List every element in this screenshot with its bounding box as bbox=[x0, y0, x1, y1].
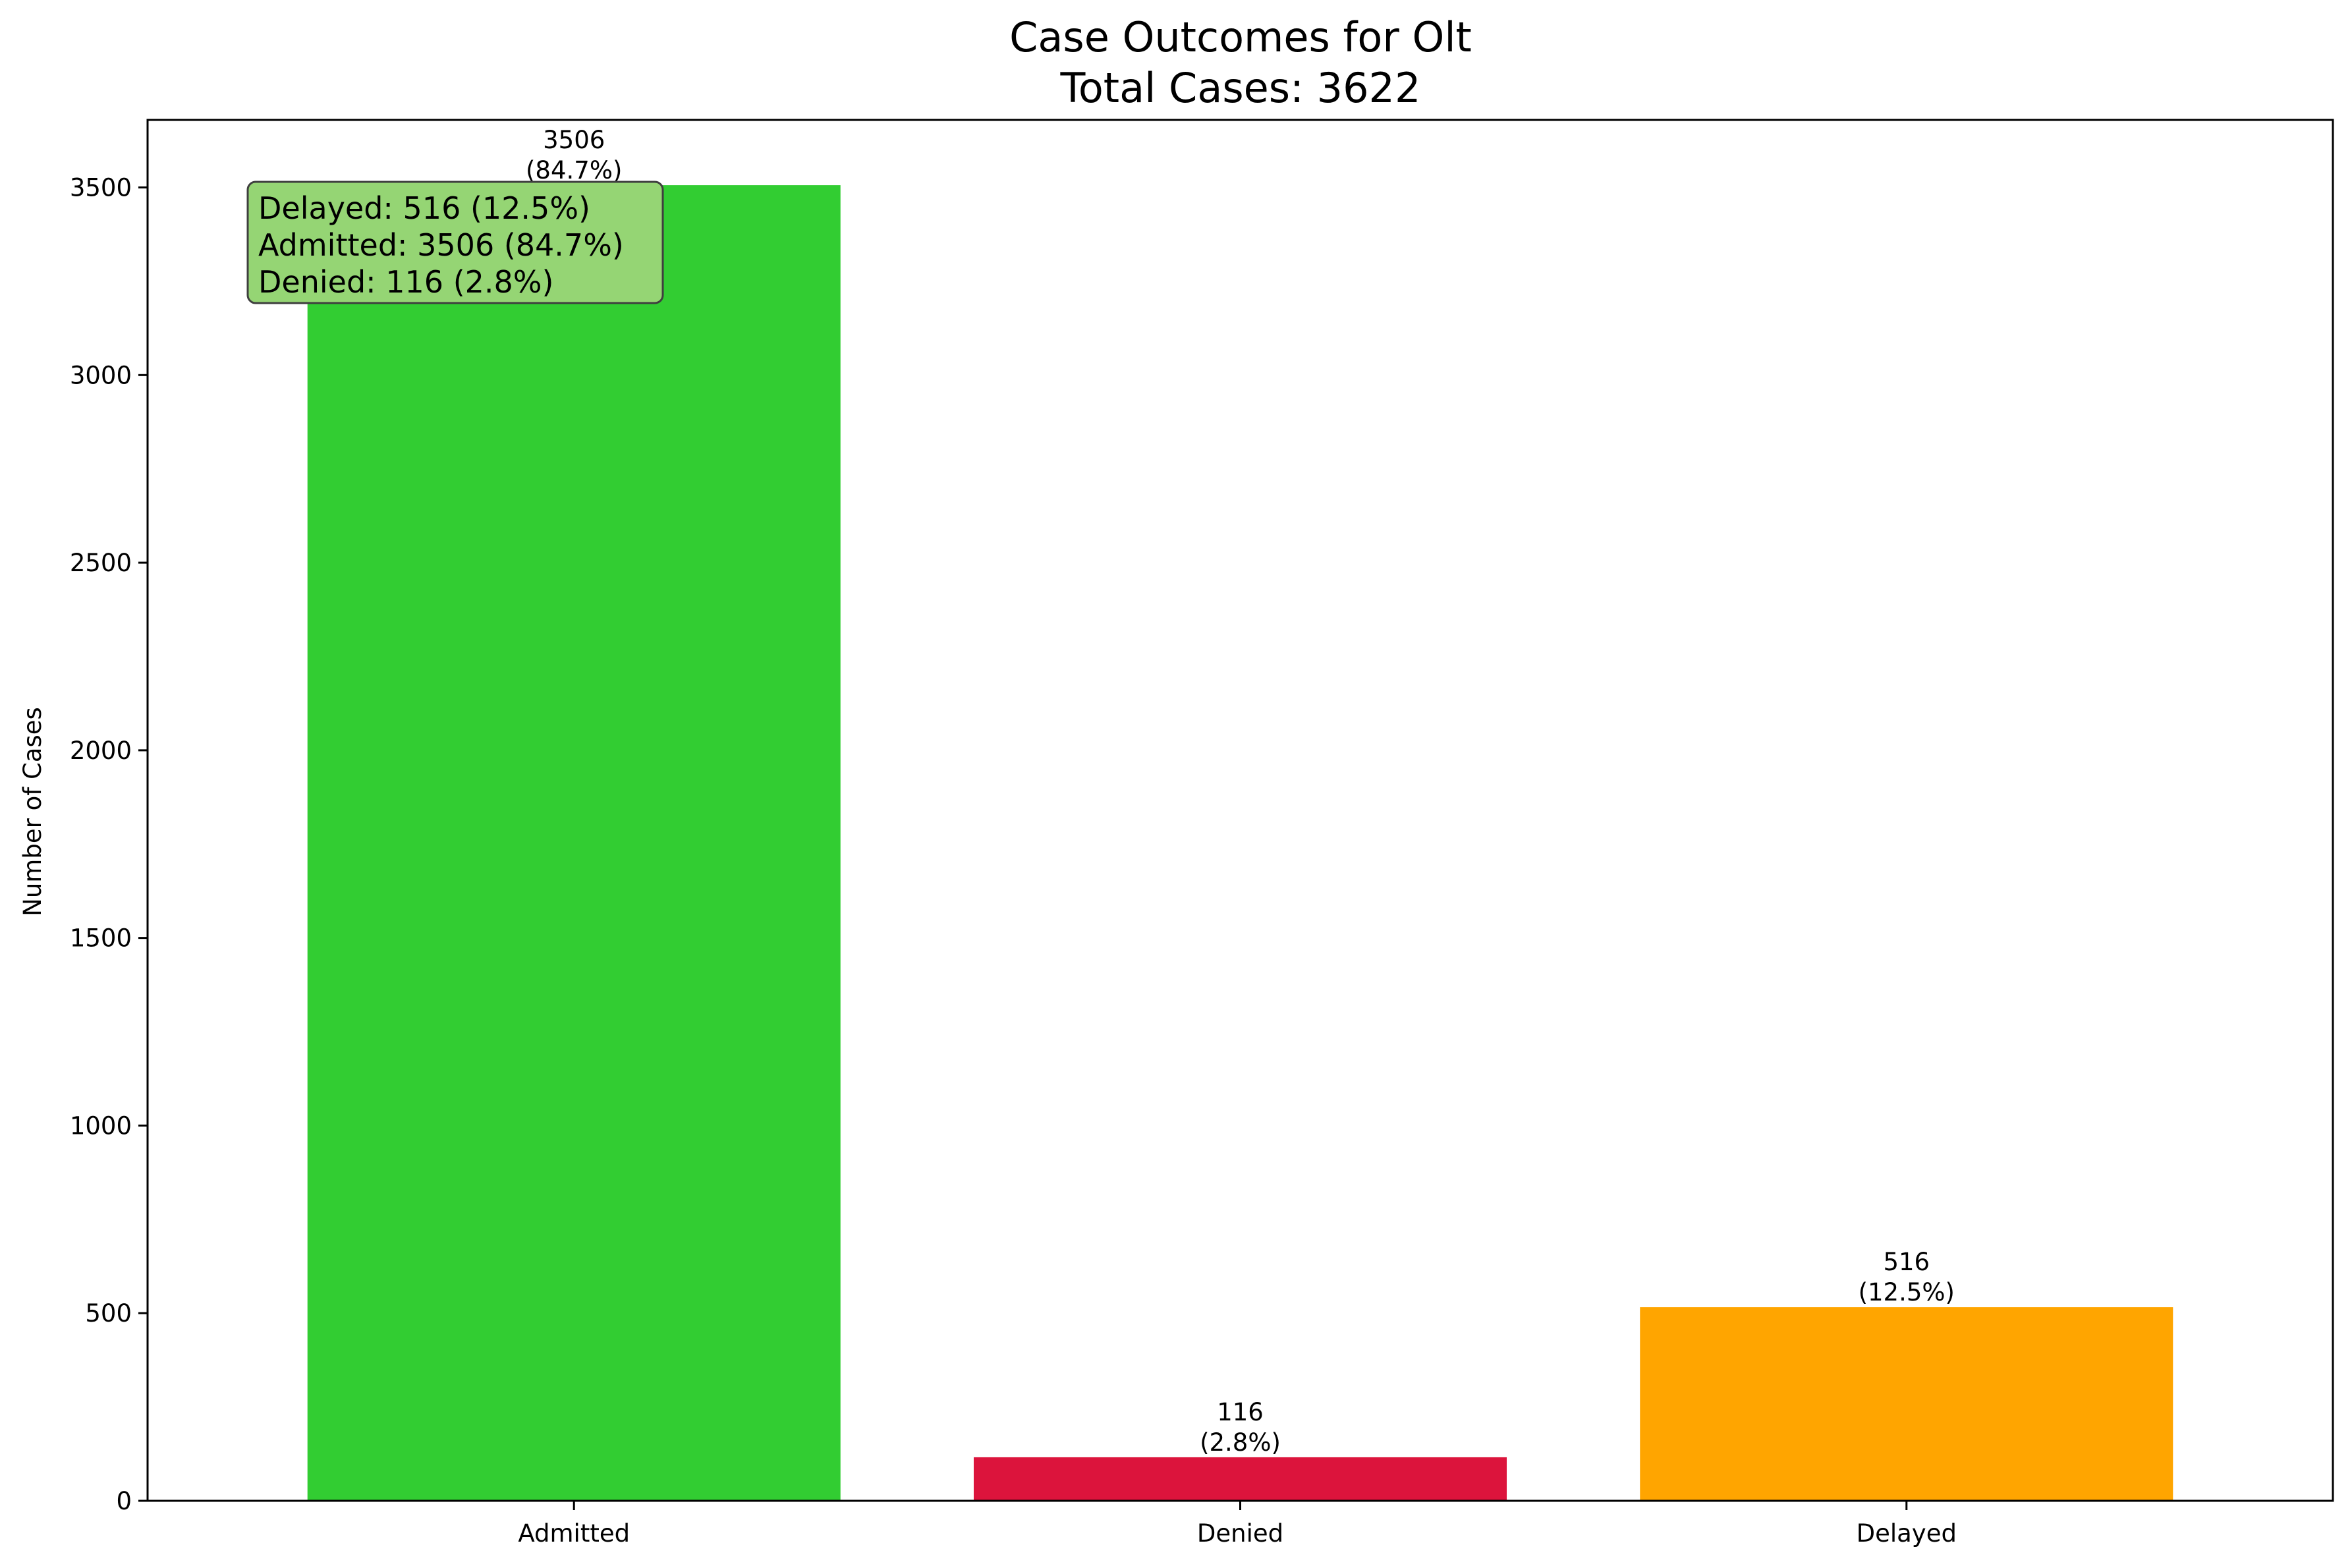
y-tick-label: 1000 bbox=[70, 1111, 132, 1140]
bar-value-label: 116 bbox=[1217, 1398, 1264, 1426]
y-tick-label: 1500 bbox=[70, 924, 132, 953]
plot-area: 3506(84.7%) 116(2.8%) 516(12.5%) 0 500 1000 15… bbox=[70, 126, 2173, 1548]
plot-frame bbox=[146, 119, 2334, 1502]
bar-value-label: 516 bbox=[1883, 1248, 1930, 1276]
bar-value-label: 3506 bbox=[543, 126, 605, 154]
bar-delayed bbox=[1640, 1307, 2173, 1501]
y-tick-label: 3500 bbox=[70, 174, 132, 202]
bar-percent-label: (84.7%) bbox=[526, 156, 622, 184]
info-box-line: Denied: 116 (2.8%) bbox=[258, 264, 553, 300]
chart-subtitle: Total Cases: 3622 bbox=[1060, 64, 1421, 112]
y-tick-label: 2500 bbox=[70, 549, 132, 577]
info-box-background bbox=[246, 181, 664, 304]
x-tick-label: Denied bbox=[1197, 1519, 1283, 1548]
x-tick-label: Admitted bbox=[518, 1519, 630, 1548]
bar-percent-label: (2.8%) bbox=[1200, 1428, 1281, 1457]
y-tick-label: 3000 bbox=[70, 361, 132, 389]
y-tick-label: 500 bbox=[85, 1299, 132, 1328]
chart-title: Case Outcomes for Olt bbox=[1009, 13, 1472, 61]
x-tick-label: Delayed bbox=[1857, 1519, 1957, 1548]
y-tick-label: 2000 bbox=[70, 737, 132, 765]
y-axis-label: Number of Cases bbox=[18, 707, 47, 916]
info-box: Delayed: 516 (12.5%)Admitted: 3506 (84.7… bbox=[246, 181, 664, 304]
info-box-line: Admitted: 3506 (84.7%) bbox=[258, 227, 624, 263]
info-box-line: Delayed: 516 (12.5%) bbox=[258, 190, 590, 226]
bar-admitted bbox=[307, 185, 841, 1501]
bar-percent-label: (12.5%) bbox=[1859, 1278, 1955, 1306]
y-tick-label: 0 bbox=[116, 1487, 132, 1515]
bar-denied bbox=[973, 1457, 1507, 1501]
